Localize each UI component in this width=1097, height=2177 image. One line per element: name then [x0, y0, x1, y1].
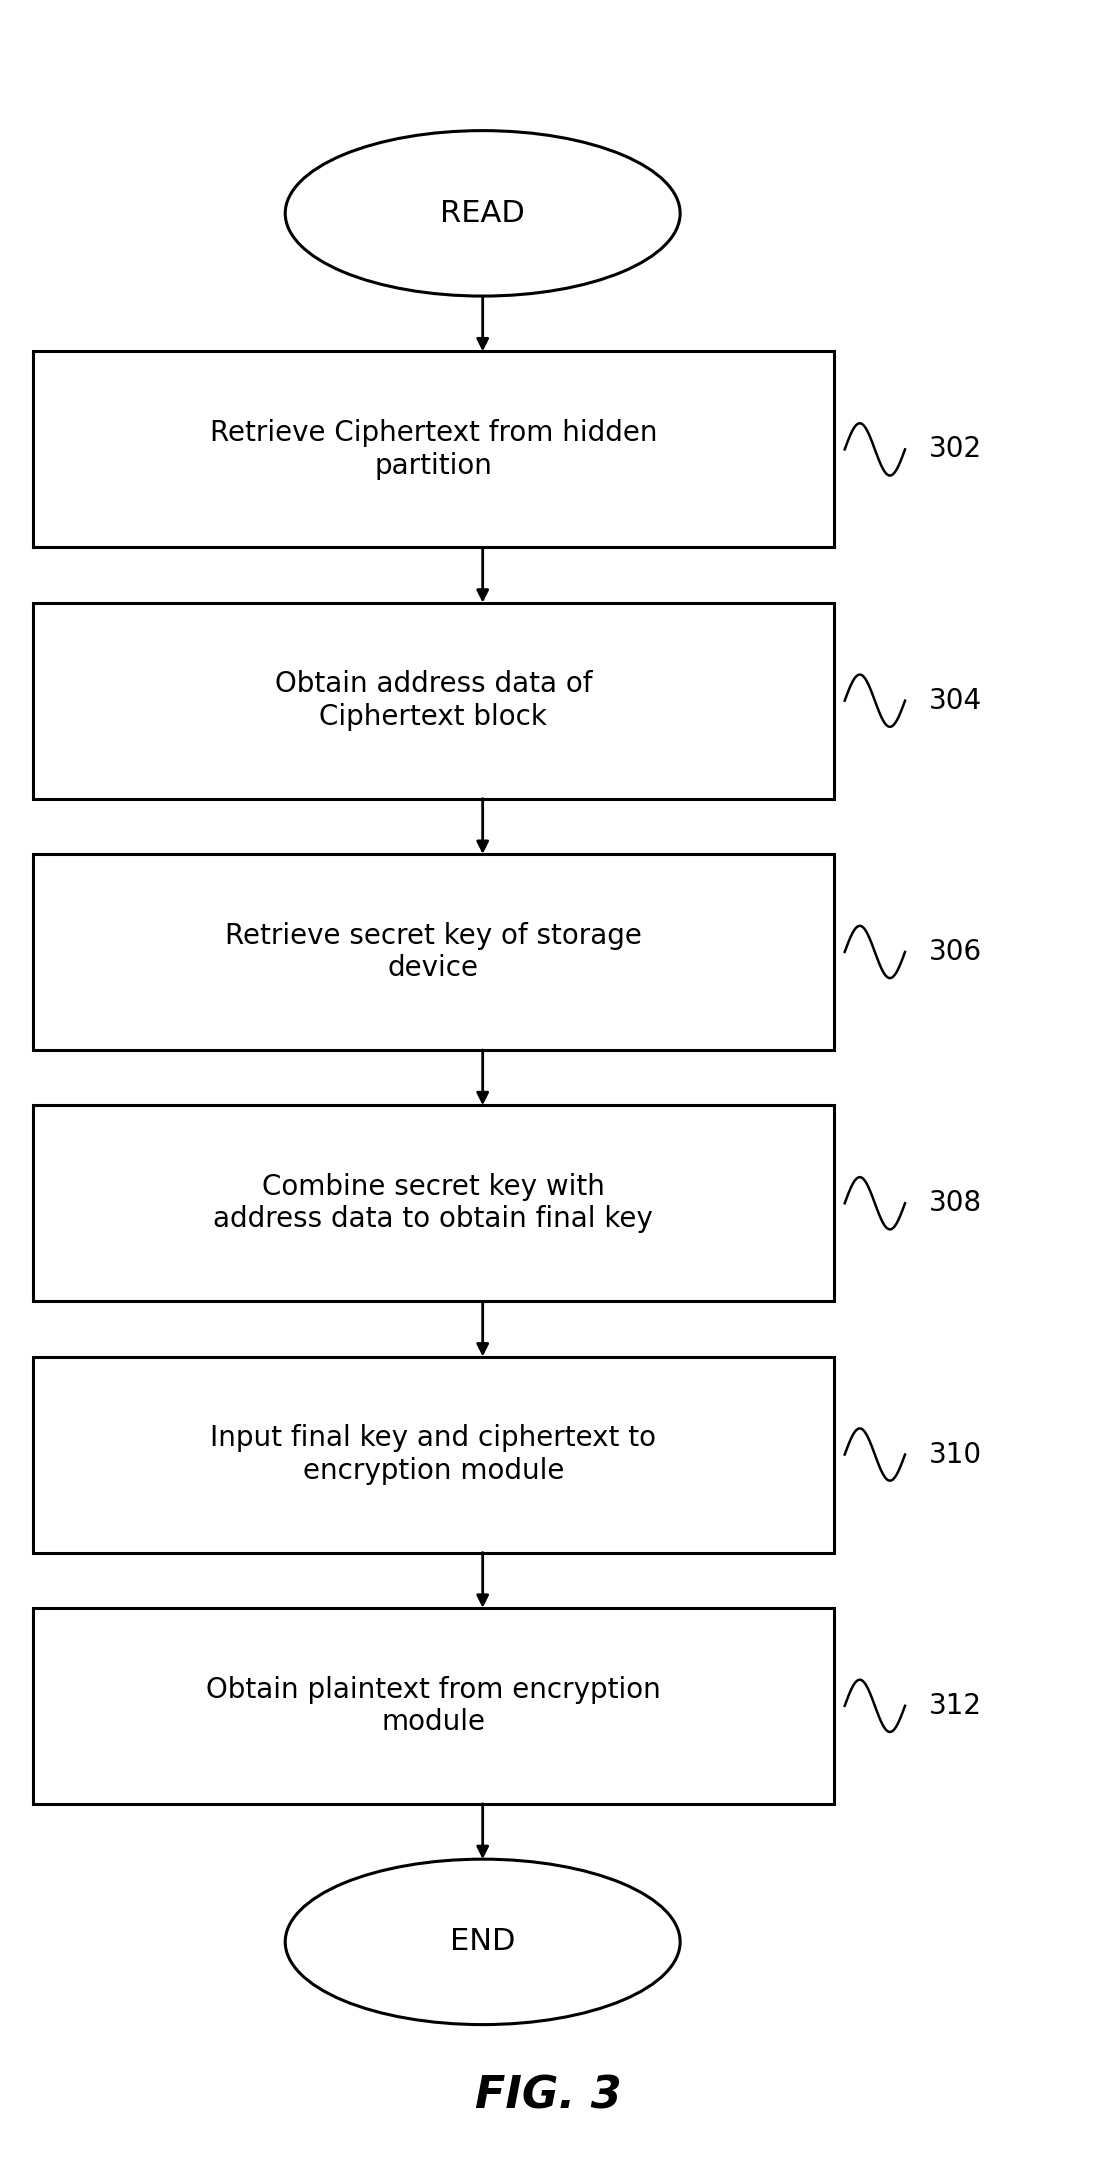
Text: 306: 306 [929, 938, 982, 967]
Ellipse shape [285, 1859, 680, 2025]
Text: 312: 312 [929, 1692, 982, 1720]
Ellipse shape [285, 131, 680, 296]
Text: 304: 304 [929, 686, 982, 714]
Text: FIG. 3: FIG. 3 [475, 2075, 622, 2118]
Text: Retrieve secret key of storage
device: Retrieve secret key of storage device [225, 921, 642, 982]
Bar [33, 1609, 834, 1805]
Text: 310: 310 [929, 1441, 982, 1469]
Text: Combine secret key with
address data to obtain final key: Combine secret key with address data to … [214, 1173, 653, 1234]
Bar [33, 853, 834, 1049]
Text: END: END [450, 1927, 516, 1957]
Bar [33, 1356, 834, 1552]
Bar [33, 350, 834, 546]
Text: Input final key and ciphertext to
encryption module: Input final key and ciphertext to encryp… [211, 1424, 656, 1485]
Bar [33, 603, 834, 799]
Text: READ: READ [440, 198, 525, 229]
Text: Obtain address data of
Ciphertext block: Obtain address data of Ciphertext block [274, 671, 592, 731]
Text: Retrieve Ciphertext from hidden
partition: Retrieve Ciphertext from hidden partitio… [210, 420, 657, 479]
Text: 302: 302 [929, 435, 982, 464]
Text: 308: 308 [929, 1189, 982, 1217]
Bar [33, 1106, 834, 1302]
Text: Obtain plaintext from encryption
module: Obtain plaintext from encryption module [206, 1676, 660, 1735]
